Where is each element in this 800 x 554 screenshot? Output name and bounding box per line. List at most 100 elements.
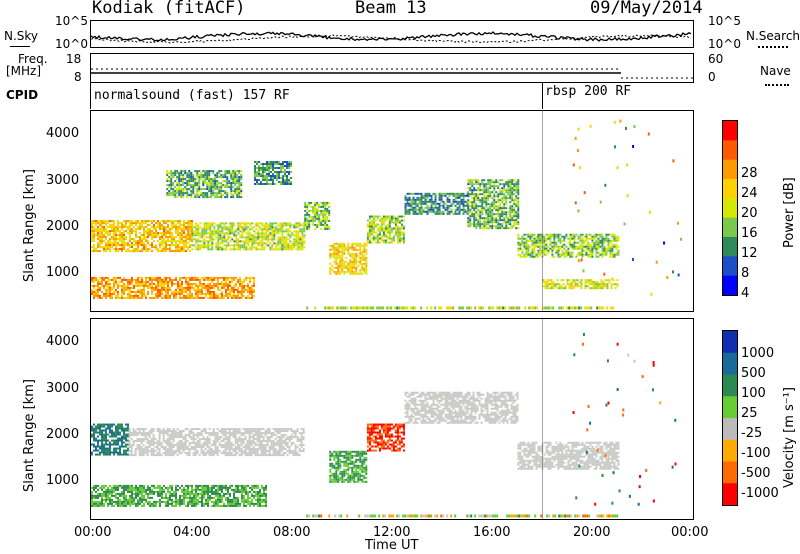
velocity-pixel [140, 454, 143, 457]
power-pixel [157, 286, 159, 289]
power-pixel [269, 224, 272, 227]
power-pixel [129, 234, 131, 237]
power-pixel [151, 230, 153, 233]
power-pixel [558, 285, 561, 288]
power-pixel [577, 237, 580, 240]
power-pixel [357, 272, 360, 275]
power-pixel [442, 200, 445, 203]
power-pixel [266, 175, 269, 177]
power-pixel [392, 237, 395, 240]
power-pixel [575, 247, 578, 250]
power-pixel [368, 221, 371, 224]
power-pixel [197, 244, 200, 247]
power-pixel [414, 192, 417, 195]
power-pixel [542, 279, 545, 282]
power-pixel [566, 306, 569, 310]
power-pixel [193, 232, 196, 235]
power-pixel [517, 181, 520, 184]
power-pixel [184, 182, 187, 185]
power-pixel [205, 222, 208, 225]
power-pixel [193, 244, 196, 247]
power-pixel [295, 244, 298, 247]
power-pixel [553, 245, 556, 248]
power-pixel [155, 232, 157, 235]
power-pixel [229, 292, 231, 295]
power-pixel [203, 286, 205, 289]
power-pixel [205, 288, 207, 291]
power-pixel [217, 288, 219, 291]
power-pixel [151, 234, 153, 237]
power-pixel [507, 217, 510, 220]
power-pixel [165, 248, 167, 251]
power-pixel [460, 306, 463, 310]
power-pixel [211, 292, 213, 295]
power-pixel [262, 183, 265, 185]
power-pixel [361, 254, 364, 257]
power-pixel [223, 224, 226, 227]
power-pixel [99, 242, 101, 245]
power-pixel [253, 278, 255, 281]
velocity-pixel [93, 449, 95, 452]
power-pixel [446, 210, 449, 213]
power-pixel [159, 278, 161, 281]
power-pixel [249, 236, 252, 239]
power-pixel [556, 287, 559, 290]
velocity-pixel [180, 452, 183, 455]
power-pixel [185, 296, 187, 299]
power-pixel [169, 228, 171, 231]
power-pixel [107, 220, 109, 223]
velocity-pixel [113, 441, 115, 444]
power-pixel [571, 237, 574, 240]
power-pixel [127, 286, 129, 289]
power-pixel [335, 266, 338, 269]
power-pixel [186, 182, 189, 185]
power-pixel [469, 211, 472, 214]
power-pixel [487, 181, 490, 184]
power-pixel [119, 284, 121, 287]
power-pixel [172, 190, 175, 193]
power-pixel [469, 183, 472, 186]
power-pixel [487, 189, 490, 192]
power-pixel [462, 196, 465, 199]
power-pixel [125, 244, 127, 247]
power-pixel [533, 255, 536, 258]
power-pixel [232, 180, 235, 183]
velocity-pixel [128, 446, 131, 449]
power-pixel [563, 239, 566, 242]
noise-tick-right-top: 10^5 [708, 14, 741, 28]
power-pixel [483, 207, 486, 210]
power-pixel [212, 188, 215, 191]
power-pixel [297, 232, 300, 235]
power-pixel [195, 278, 197, 281]
power-pixel [223, 276, 225, 279]
power-pixel [203, 278, 205, 281]
power-pixel [505, 201, 508, 204]
velocity-pixel [152, 448, 155, 451]
power-pixel [535, 239, 538, 242]
power-pixel [119, 240, 121, 243]
power-pixel [151, 220, 153, 223]
power-pixel [390, 221, 393, 224]
velocity-pixel [95, 437, 97, 440]
power-pixel [550, 283, 553, 286]
power-pixel [115, 278, 117, 281]
power-pixel [93, 234, 95, 237]
power-pixel [263, 234, 266, 237]
freq-tick-top: 18 [66, 52, 82, 66]
power-pixel [127, 282, 129, 285]
power-pixel [267, 230, 270, 233]
power-pixel [420, 196, 423, 199]
power-pixel [165, 232, 167, 235]
velocity-pixel [128, 432, 131, 435]
power-pixel [206, 178, 209, 181]
power-pixel [481, 213, 484, 216]
velocity-pixel [99, 433, 101, 436]
power-pixel [489, 193, 492, 196]
power-pixel [219, 288, 221, 291]
power-pixel [176, 196, 179, 199]
power-pixel [552, 287, 555, 290]
power-pixel [225, 282, 227, 285]
power-pixel [351, 272, 354, 275]
power-pixel [426, 306, 429, 310]
power-pixel [181, 284, 183, 287]
